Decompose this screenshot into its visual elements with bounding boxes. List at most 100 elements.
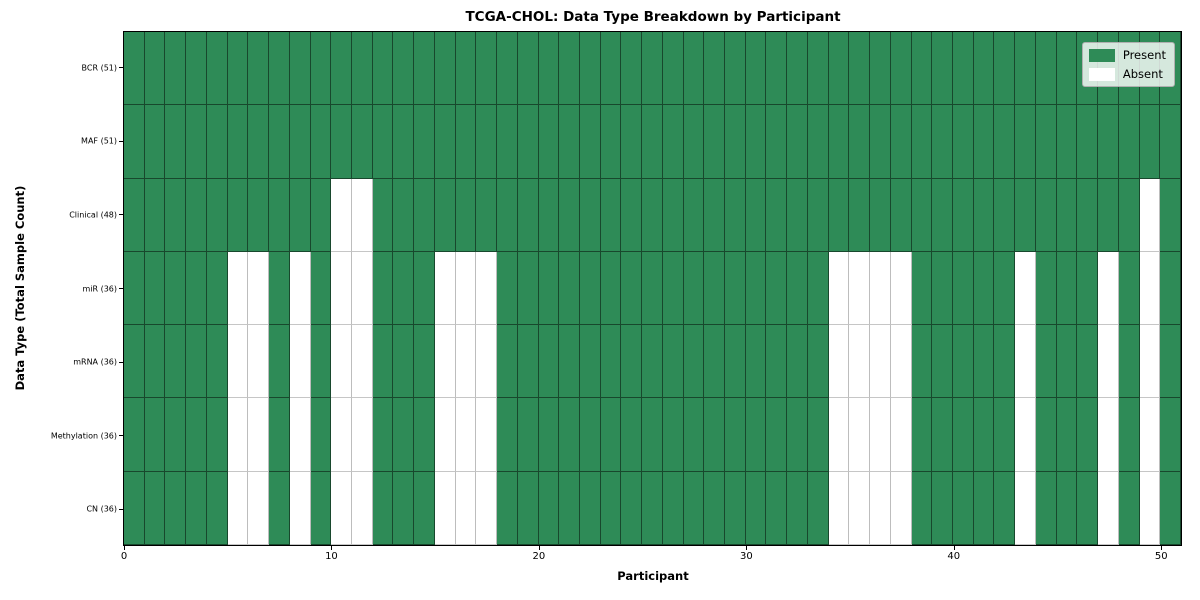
matrix-cell [248,32,270,106]
matrix-cell [144,471,166,545]
matrix-cell [1035,325,1057,399]
matrix-cell [206,325,228,399]
legend: Present Absent [1081,42,1175,87]
matrix-cell [870,325,891,399]
matrix-cell [248,325,270,399]
matrix-cell [538,178,560,252]
matrix-cell [414,178,435,252]
matrix-cell [1077,251,1099,326]
matrix-cell [828,251,850,326]
matrix-cell [642,32,663,106]
matrix-cell [476,471,498,545]
matrix-cell [973,471,995,545]
matrix-cell [1077,178,1099,252]
matrix-cell [973,251,995,326]
matrix-cell [787,325,808,399]
matrix-cell [186,32,207,106]
matrix-cell [434,178,456,252]
matrix-cell [331,398,352,472]
matrix-cell [1139,398,1161,472]
matrix-cell [766,32,788,106]
matrix-cell [890,105,912,179]
matrix-cell [683,32,705,106]
matrix-cell [310,32,332,106]
matrix-cell [559,471,580,545]
matrix-cell [517,32,539,106]
matrix-cell [1015,251,1036,326]
matrix-cell [725,178,746,252]
matrix-cell [828,398,850,472]
matrix-cell [579,471,601,545]
chart-title: TCGA-CHOL: Data Type Breakdown by Partic… [465,9,841,25]
matrix-cell [911,178,933,252]
matrix-cell [186,325,207,399]
matrix-cell [538,325,560,399]
matrix-cell [766,325,788,399]
legend-absent-label: Absent [1122,67,1163,81]
matrix-cell [890,178,912,252]
matrix-cell [206,32,228,106]
matrix-cell [807,105,829,179]
matrix-cell [434,105,456,179]
matrix-cell [393,398,415,472]
matrix-cell [953,398,974,472]
matrix-cell [600,251,622,326]
x-tick-label: 20 [532,551,546,562]
matrix-cell [807,325,829,399]
matrix-cell [890,325,912,399]
y-tick-label: Methylation (36) [50,431,117,441]
matrix-cell [621,32,643,106]
matrix-cell [745,105,767,179]
matrix-cell [124,32,145,106]
matrix-cell [662,325,684,399]
matrix-cell [331,251,352,326]
matrix-cell [932,251,954,326]
matrix-cell [704,325,726,399]
matrix-cell [1077,105,1099,179]
matrix-cell [953,178,974,252]
matrix-cell [642,398,663,472]
y-tick-label: mRNA (36) [73,357,117,367]
matrix-cell [849,325,871,399]
x-tick-mark [124,546,125,550]
matrix-cell [683,398,705,472]
matrix-cell [849,178,871,252]
matrix-cell [497,471,518,545]
matrix-cell [310,398,332,472]
matrix-cell [600,32,622,106]
matrix-cell [269,325,290,399]
matrix-cell [787,398,808,472]
matrix-cell [766,471,788,545]
matrix-cell [725,32,746,106]
matrix-cell [932,471,954,545]
matrix-cell [559,178,580,252]
matrix-cell [497,251,518,326]
matrix-cell [372,178,394,252]
matrix-cell [932,32,954,106]
y-tick-label: MAF (51) [81,136,117,146]
matrix-cell [124,325,145,399]
matrix-cell [186,105,207,179]
matrix-cell [849,32,871,106]
matrix-cell [704,178,726,252]
matrix-cell [932,325,954,399]
matrix-cell [662,471,684,545]
matrix-cell [787,32,808,106]
matrix-cell [372,105,394,179]
matrix-cell [414,471,435,545]
matrix-cell [870,32,891,106]
matrix-cell [351,32,373,106]
matrix-cell [414,105,435,179]
matrix-cell [1077,325,1099,399]
matrix-cell [600,471,622,545]
matrix-cell [1056,325,1078,399]
matrix-cell [165,178,187,252]
matrix-cell [227,471,249,545]
matrix-cell [331,178,352,252]
matrix-cell [662,105,684,179]
matrix-cell [455,105,477,179]
matrix-cell [289,251,311,326]
matrix-cell [144,398,166,472]
matrix-cell [1077,398,1099,472]
matrix-cell [932,105,954,179]
